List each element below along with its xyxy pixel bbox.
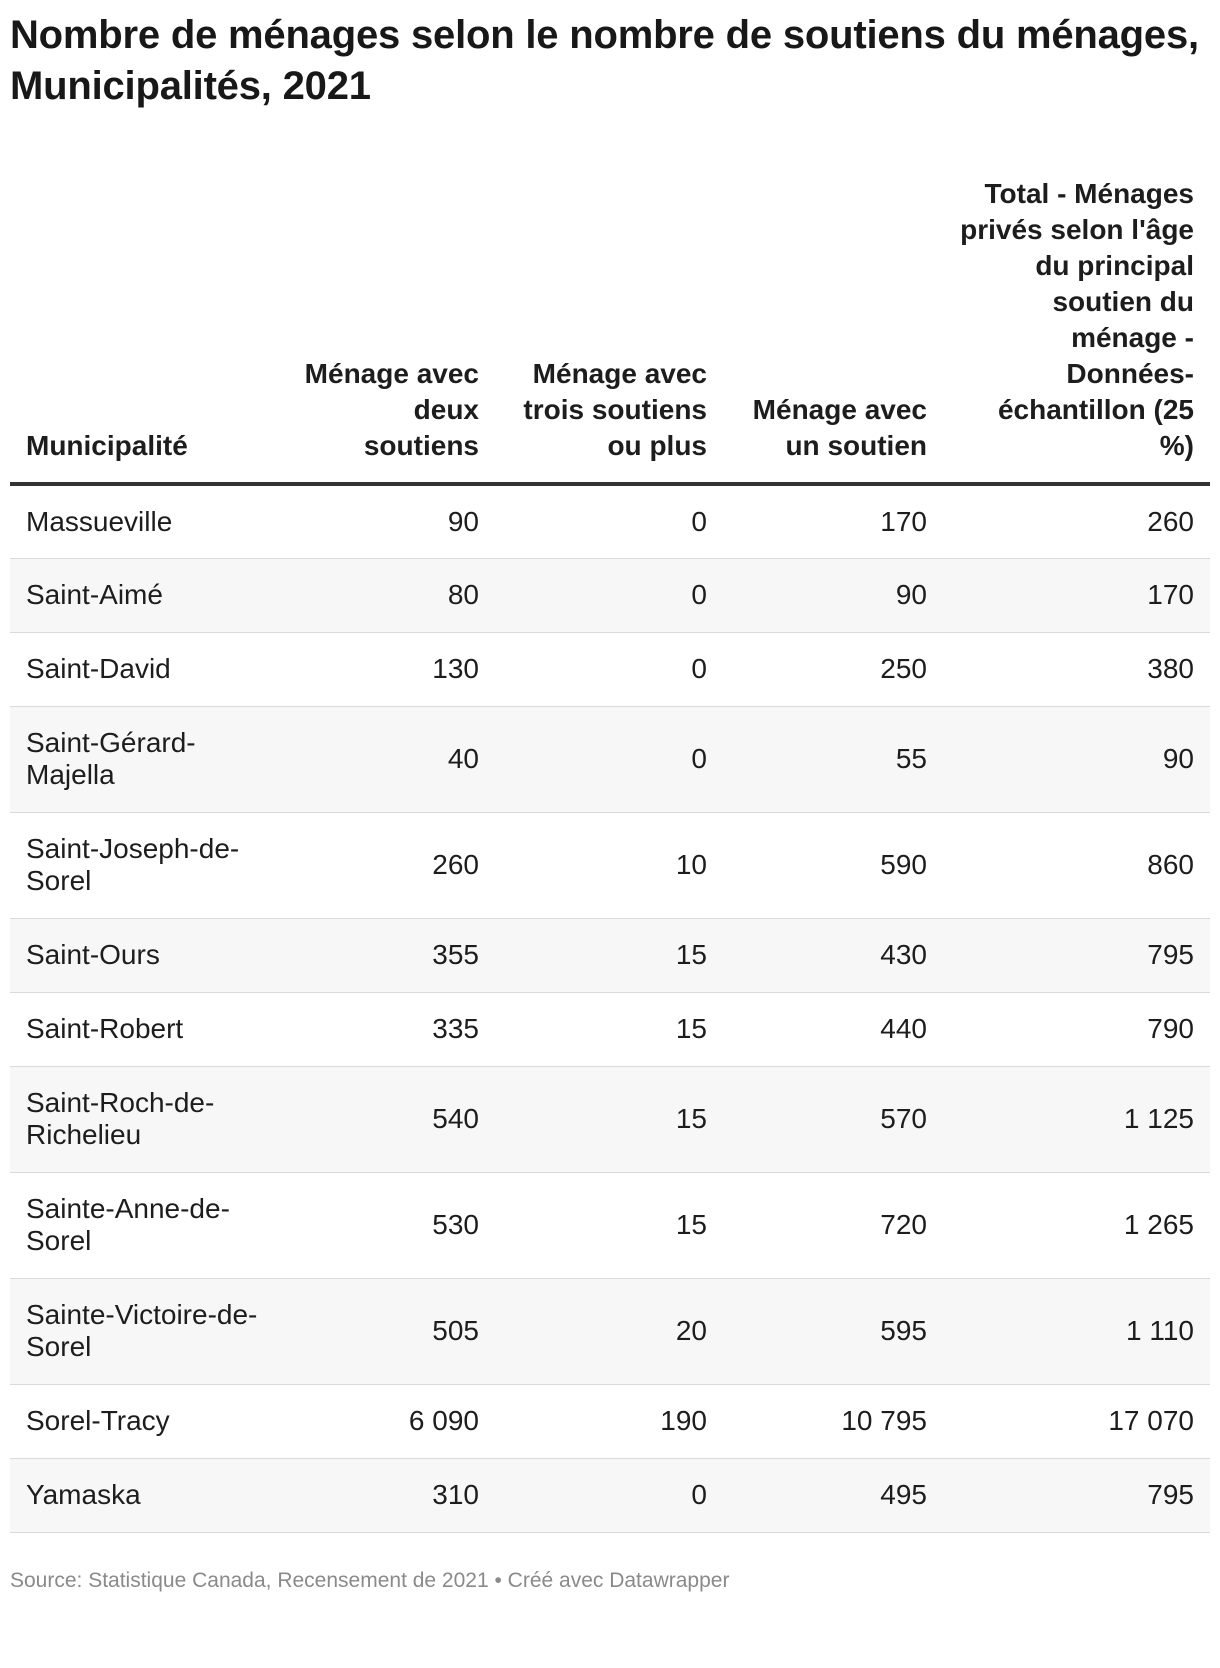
cell-total: 1 110 bbox=[943, 1278, 1210, 1385]
table-row: Sorel-Tracy 6 090 190 10 795 17 070 bbox=[10, 1384, 1210, 1459]
cell-trois-soutiens: 0 bbox=[495, 632, 723, 707]
cell-total: 790 bbox=[943, 992, 1210, 1067]
table-row: Saint-Joseph-de-Sorel 260 10 590 860 bbox=[10, 812, 1210, 919]
table-row: Saint-Ours 355 15 430 795 bbox=[10, 918, 1210, 993]
cell-municipalite: Saint-Joseph-de-Sorel bbox=[10, 812, 280, 919]
cell-total: 380 bbox=[943, 632, 1210, 707]
cell-deux-soutiens: 260 bbox=[280, 812, 495, 919]
cell-un-soutien: 720 bbox=[723, 1172, 943, 1279]
cell-deux-soutiens: 80 bbox=[280, 558, 495, 633]
cell-deux-soutiens: 355 bbox=[280, 918, 495, 993]
cell-total: 860 bbox=[943, 812, 1210, 919]
cell-un-soutien: 440 bbox=[723, 992, 943, 1067]
cell-un-soutien: 55 bbox=[723, 706, 943, 813]
cell-total: 90 bbox=[943, 706, 1210, 813]
chart-container: Nombre de ménages selon le nombre de sou… bbox=[10, 13, 1210, 1592]
cell-un-soutien: 170 bbox=[723, 484, 943, 559]
cell-deux-soutiens: 335 bbox=[280, 992, 495, 1067]
cell-total: 260 bbox=[943, 484, 1210, 559]
cell-municipalite: Saint-Gérard-Majella bbox=[10, 706, 280, 813]
cell-municipalite: Saint-Roch-de-Richelieu bbox=[10, 1066, 280, 1173]
cell-trois-soutiens: 15 bbox=[495, 918, 723, 993]
cell-trois-soutiens: 0 bbox=[495, 706, 723, 813]
cell-trois-soutiens: 190 bbox=[495, 1384, 723, 1459]
cell-un-soutien: 590 bbox=[723, 812, 943, 919]
source-note: Source: Statistique Canada, Recensement … bbox=[10, 1568, 730, 1592]
cell-trois-soutiens: 15 bbox=[495, 992, 723, 1067]
chart-title: Nombre de ménages selon le nombre de sou… bbox=[10, 13, 1199, 108]
cell-deux-soutiens: 530 bbox=[280, 1172, 495, 1279]
cell-total: 17 070 bbox=[943, 1384, 1210, 1459]
cell-municipalite: Massueville bbox=[10, 484, 280, 559]
table-row: Saint-Aimé 80 0 90 170 bbox=[10, 558, 1210, 633]
cell-un-soutien: 90 bbox=[723, 558, 943, 633]
column-header-municipalite[interactable]: Municipalité bbox=[10, 176, 280, 486]
cell-total: 170 bbox=[943, 558, 1210, 633]
column-header-trois-soutiens[interactable]: Ménage avec trois soutiens ou plus bbox=[495, 176, 723, 486]
cell-municipalite: Saint-Robert bbox=[10, 992, 280, 1067]
cell-deux-soutiens: 310 bbox=[280, 1458, 495, 1533]
table-row: Sainte-Victoire-de-Sorel 505 20 595 1 110 bbox=[10, 1278, 1210, 1385]
cell-municipalite: Sorel-Tracy bbox=[10, 1384, 280, 1459]
cell-municipalite: Sainte-Victoire-de-Sorel bbox=[10, 1278, 280, 1385]
cell-trois-soutiens: 0 bbox=[495, 484, 723, 559]
cell-deux-soutiens: 40 bbox=[280, 706, 495, 813]
table-row: Saint-Roch-de-Richelieu 540 15 570 1 125 bbox=[10, 1066, 1210, 1173]
cell-trois-soutiens: 0 bbox=[495, 558, 723, 633]
cell-deux-soutiens: 6 090 bbox=[280, 1384, 495, 1459]
cell-un-soutien: 430 bbox=[723, 918, 943, 993]
cell-municipalite: Saint-Ours bbox=[10, 918, 280, 993]
header-row: Municipalité Ménage avec deux soutiens M… bbox=[10, 176, 1210, 486]
column-header-un-soutien[interactable]: Ménage avec un soutien bbox=[723, 176, 943, 486]
column-header-deux-soutiens[interactable]: Ménage avec deux soutiens bbox=[280, 176, 495, 486]
table-row: Saint-Gérard-Majella 40 0 55 90 bbox=[10, 706, 1210, 813]
cell-municipalite: Yamaska bbox=[10, 1458, 280, 1533]
cell-total: 795 bbox=[943, 1458, 1210, 1533]
cell-municipalite: Saint-Aimé bbox=[10, 558, 280, 633]
cell-trois-soutiens: 20 bbox=[495, 1278, 723, 1385]
cell-trois-soutiens: 0 bbox=[495, 1458, 723, 1533]
cell-un-soutien: 10 795 bbox=[723, 1384, 943, 1459]
table-body: Massueville 90 0 170 260 Saint-Aimé 80 0 90 170 Sa… bbox=[10, 484, 1210, 1533]
column-header-total[interactable]: Total - Ménages privés selon l'âge du pr… bbox=[943, 176, 1210, 486]
cell-un-soutien: 570 bbox=[723, 1066, 943, 1173]
cell-deux-soutiens: 130 bbox=[280, 632, 495, 707]
cell-deux-soutiens: 540 bbox=[280, 1066, 495, 1173]
table-row: Massueville 90 0 170 260 bbox=[10, 484, 1210, 559]
table-row: Sainte-Anne-de-Sorel 530 15 720 1 265 bbox=[10, 1172, 1210, 1279]
cell-un-soutien: 250 bbox=[723, 632, 943, 707]
table-row: Yamaska 310 0 495 795 bbox=[10, 1458, 1210, 1533]
table-row: Saint-Robert 335 15 440 790 bbox=[10, 992, 1210, 1067]
cell-total: 795 bbox=[943, 918, 1210, 993]
cell-un-soutien: 495 bbox=[723, 1458, 943, 1533]
cell-deux-soutiens: 90 bbox=[280, 484, 495, 559]
table-row: Saint-David 130 0 250 380 bbox=[10, 632, 1210, 707]
cell-total: 1 265 bbox=[943, 1172, 1210, 1279]
cell-municipalite: Sainte-Anne-de-Sorel bbox=[10, 1172, 280, 1279]
data-table: Municipalité Ménage avec deux soutiens M… bbox=[10, 176, 1210, 1533]
cell-municipalite: Saint-David bbox=[10, 632, 280, 707]
cell-deux-soutiens: 505 bbox=[280, 1278, 495, 1385]
cell-trois-soutiens: 10 bbox=[495, 812, 723, 919]
cell-un-soutien: 595 bbox=[723, 1278, 943, 1385]
cell-trois-soutiens: 15 bbox=[495, 1066, 723, 1173]
cell-trois-soutiens: 15 bbox=[495, 1172, 723, 1279]
cell-total: 1 125 bbox=[943, 1066, 1210, 1173]
